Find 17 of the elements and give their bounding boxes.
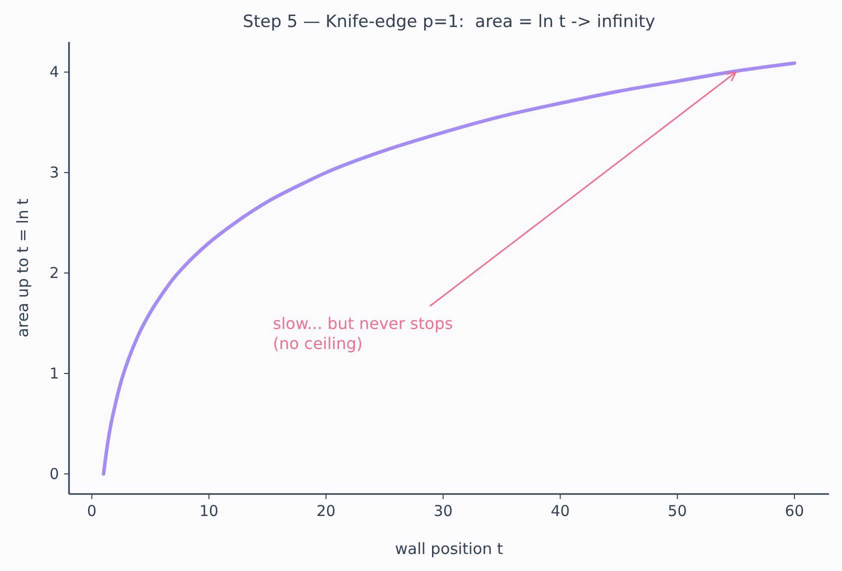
x-tick-label: 0 (87, 502, 97, 520)
y-tick-label: 2 (49, 264, 59, 282)
x-tick-label: 40 (550, 502, 570, 520)
x-tick-label: 20 (316, 502, 336, 520)
x-tick-label: 10 (199, 502, 218, 520)
x-axis-title: wall position t (394, 540, 504, 558)
x-tick-label: 60 (784, 502, 804, 520)
x-tick-label: 30 (434, 502, 453, 520)
y-axis-title: area up to t = ln t (14, 198, 32, 338)
y-tick-label: 3 (49, 164, 59, 182)
y-tick-label: 1 (49, 364, 59, 382)
x-tick-label: 50 (668, 502, 687, 520)
y-tick-label: 4 (49, 63, 59, 82)
chart-title: Step 5 — Knife-edge p=1: area = ln t -> infinity (242, 12, 656, 32)
y-tick-label: 0 (49, 464, 59, 483)
annotation: slow... but never stops (no ceiling) (272, 314, 453, 354)
line-series (102, 61, 796, 476)
